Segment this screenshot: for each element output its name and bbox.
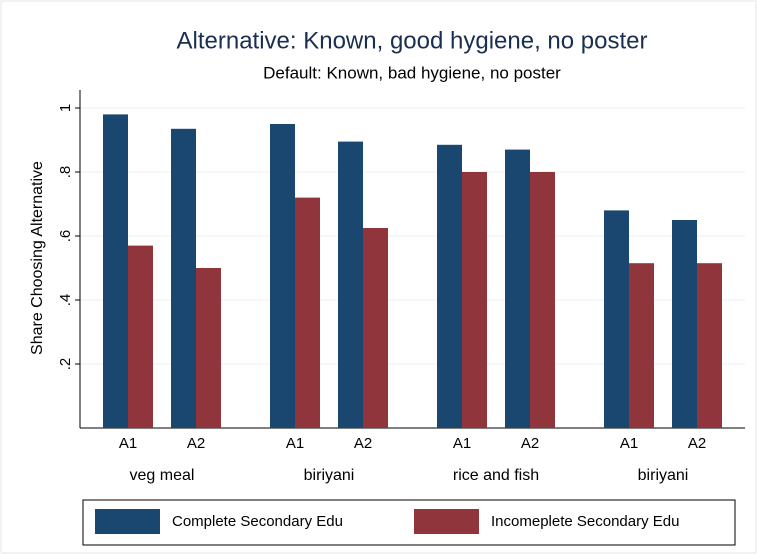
group-label: biriyani	[638, 467, 689, 484]
bar	[295, 197, 320, 428]
bar	[530, 172, 555, 428]
bar	[437, 144, 462, 429]
chart-title: Alternative: Known, good hygiene, no pos…	[177, 27, 648, 54]
x-tick-label: A2	[187, 435, 205, 452]
x-tick-label: A2	[354, 435, 372, 452]
y-tick-label: .4	[57, 294, 74, 307]
chart-subtitle: Default: Known, bad hygiene, no poster	[263, 63, 561, 82]
x-tick-label: A1	[286, 435, 304, 452]
legend-label: Complete Secondary Edu	[172, 513, 343, 530]
legend-swatch	[414, 509, 479, 534]
group-label: biriyani	[304, 467, 355, 484]
x-tick-label: A2	[521, 435, 539, 452]
bar	[604, 210, 629, 428]
bar	[629, 263, 654, 428]
bar	[672, 220, 697, 428]
bar	[338, 141, 363, 428]
y-axis-title: Share Choosing Alternative	[29, 161, 46, 355]
x-tick-label: A1	[620, 435, 638, 452]
x-tick-label: A2	[688, 435, 706, 452]
bar	[505, 149, 530, 428]
y-tick-label: 1	[57, 104, 74, 112]
legend-swatch	[95, 509, 160, 534]
bar	[697, 263, 722, 428]
y-tick-label: .8	[57, 166, 74, 179]
legend	[82, 499, 736, 546]
group-label: rice and fish	[453, 467, 539, 484]
bar	[128, 245, 153, 428]
bar	[171, 128, 196, 429]
x-tick-label: A1	[119, 435, 137, 452]
y-tick-label: .2	[57, 358, 74, 371]
legend-label: Incomeplete Secondary Edu	[491, 513, 679, 530]
bar	[462, 172, 487, 428]
x-tick-label: A1	[453, 435, 471, 452]
y-tick-label: .6	[57, 230, 74, 243]
bar	[103, 114, 128, 429]
bar	[270, 124, 295, 428]
bar	[196, 268, 221, 428]
group-label: veg meal	[130, 467, 195, 484]
bar	[363, 228, 388, 428]
